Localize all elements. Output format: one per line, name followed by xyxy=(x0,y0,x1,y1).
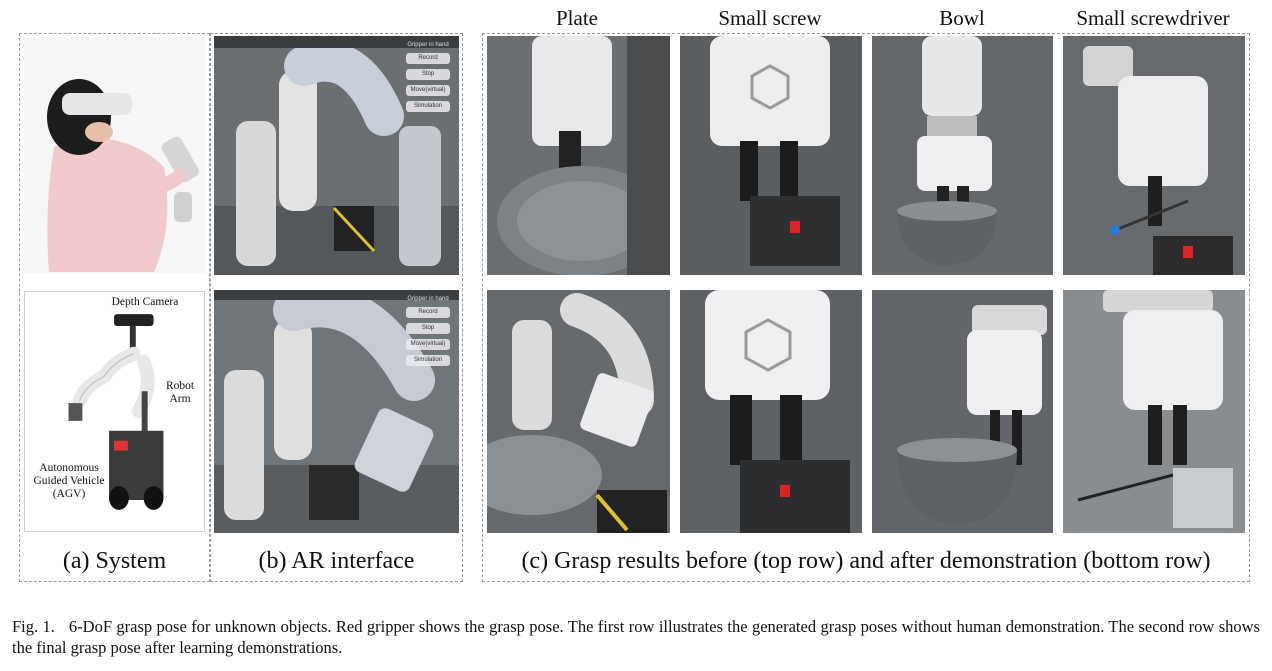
col-header-plate: Plate xyxy=(556,6,598,30)
screwdriver-after-image xyxy=(1063,290,1245,533)
screw-before-image xyxy=(680,36,862,275)
ar-menu-top: Gripper in hand Record Stop Move(virtual… xyxy=(400,40,456,120)
photo-system-diagram xyxy=(24,291,205,532)
label-depth-camera: Depth Camera xyxy=(111,296,179,308)
ar-menu-title: Gripper in hand xyxy=(407,42,449,48)
bowl-after-image xyxy=(872,290,1053,533)
ar-simulation-button[interactable]: Simulation xyxy=(406,101,450,112)
col-header-bowl: Bowl xyxy=(939,6,985,30)
screw-after-image xyxy=(680,290,862,533)
panel-b-ar-interface xyxy=(210,33,463,582)
caption-a: (a) System xyxy=(62,548,167,574)
figure-caption: Fig. 1. 6-DoF grasp pose for unknown obje… xyxy=(12,616,1260,658)
system-diagram-image xyxy=(68,314,164,510)
label-agv: Autonomous Guided Vehicle (AGV) xyxy=(33,462,105,500)
col-header-small-screwdriver: Small screwdriver xyxy=(1076,6,1230,30)
ar-record-button[interactable]: Record xyxy=(406,53,450,64)
caption-b: (b) AR interface xyxy=(258,548,415,574)
label-robot-arm: Robot Arm xyxy=(165,380,195,405)
photo-plate-before xyxy=(487,36,670,275)
figure-caption-text: 6-DoF grasp pose for unknown objects. Re… xyxy=(12,617,1261,657)
ar-record-button-2[interactable]: Record xyxy=(406,307,450,318)
ar-simulation-button-2[interactable]: Simulation xyxy=(406,355,450,366)
panel-c-grasp-results xyxy=(482,33,1250,582)
photo-screwdriver-before xyxy=(1063,36,1245,275)
plate-after-image xyxy=(487,290,670,533)
ar-move-virtual-button[interactable]: Move(virtual) xyxy=(406,85,450,96)
photo-screw-after xyxy=(680,290,862,533)
ar-stop-button-2[interactable]: Stop xyxy=(406,323,450,334)
ar-menu-bottom: Gripper in hand Record Stop Move(virtual… xyxy=(400,294,456,374)
photo-screwdriver-after xyxy=(1063,290,1245,533)
col-header-small-screw: Small screw xyxy=(718,6,822,30)
ar-stop-button[interactable]: Stop xyxy=(406,69,450,80)
plate-before-image xyxy=(487,36,670,275)
caption-c: (c) Grasp results before (top row) and a… xyxy=(521,548,1211,574)
screwdriver-before-image xyxy=(1063,36,1245,275)
ar-menu-title-2: Gripper in hand xyxy=(407,296,449,302)
bowl-before-image xyxy=(872,36,1053,275)
ar-move-virtual-button-2[interactable]: Move(virtual) xyxy=(406,339,450,350)
panel-a-system xyxy=(19,33,210,582)
photo-vr-user xyxy=(24,37,205,273)
photo-screw-before xyxy=(680,36,862,275)
photo-bowl-before xyxy=(872,36,1053,275)
photo-bowl-after xyxy=(872,290,1053,533)
photo-plate-after xyxy=(487,290,670,533)
figure-label: Fig. 1. xyxy=(12,617,55,636)
vr-user-image xyxy=(24,37,205,273)
